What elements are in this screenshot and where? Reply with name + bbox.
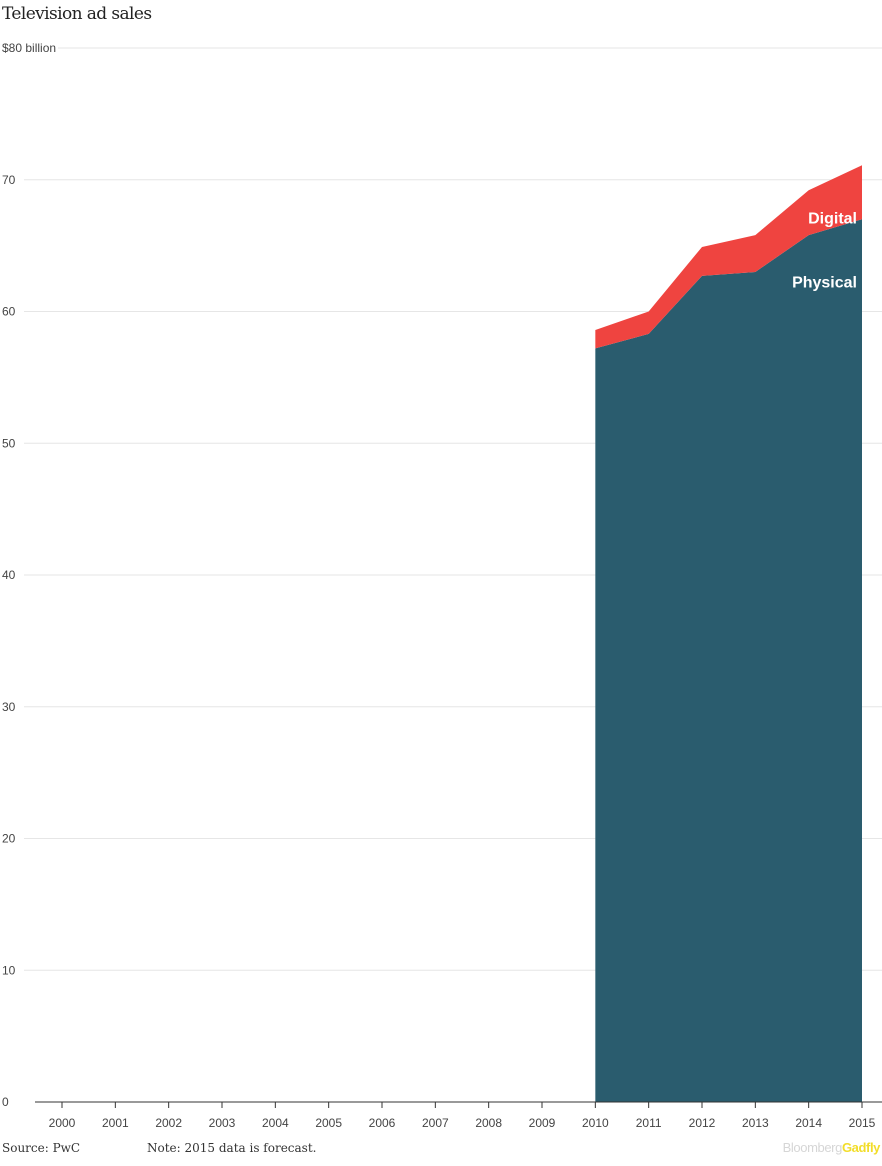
y-tick-label-bg bbox=[0, 1093, 24, 1106]
forecast-note: Note: 2015 data is forecast. bbox=[147, 1141, 317, 1155]
y-tick-label: 70 bbox=[2, 173, 16, 187]
y-tick-label-bg bbox=[0, 566, 24, 579]
y-tick-label-bg bbox=[0, 39, 58, 52]
y-tick-label: 50 bbox=[2, 436, 16, 450]
source-note: Source: PwC bbox=[2, 1141, 81, 1155]
y-tick-label-bg bbox=[0, 434, 24, 448]
series-label-physical: Physical bbox=[792, 274, 857, 291]
brand-bloomberg: Bloomberg bbox=[782, 1140, 843, 1155]
plot-areas bbox=[595, 165, 862, 1102]
x-tick-label: 2014 bbox=[795, 1116, 822, 1130]
x-tick-label: 2004 bbox=[262, 1116, 289, 1130]
x-tick-label: 2012 bbox=[689, 1116, 716, 1130]
y-tick-label: 0 bbox=[2, 1095, 9, 1109]
brand-gadfly: Gadfly bbox=[841, 1140, 880, 1155]
y-tick-label-bg bbox=[0, 829, 24, 843]
tick-labels: 0 10 20 30 40 50 60 70 $80 billion 2000 2001 2002 20… bbox=[0, 39, 876, 1130]
y-tick-label-bg bbox=[0, 961, 24, 975]
x-tick-label: 2010 bbox=[582, 1116, 609, 1130]
y-tick-label: 40 bbox=[2, 568, 16, 582]
x-tick-label: 2006 bbox=[369, 1116, 396, 1130]
series-label-digital: Digital bbox=[808, 211, 857, 228]
y-tick-label-bg bbox=[0, 697, 24, 711]
chart-title: Television ad sales bbox=[2, 4, 152, 24]
brand-logo: BloombergGadfly bbox=[782, 1140, 881, 1155]
series-area-physical bbox=[595, 219, 862, 1102]
y-tick-label: 30 bbox=[2, 700, 16, 714]
y-tick-label: $80 billion bbox=[2, 41, 56, 55]
x-tick-label: 2000 bbox=[49, 1116, 76, 1130]
series-area-digital bbox=[595, 165, 862, 349]
x-tick-label: 2013 bbox=[742, 1116, 769, 1130]
y-tick-label-bg bbox=[0, 302, 24, 316]
x-tick-label: 2002 bbox=[155, 1116, 182, 1130]
x-tick-label: 2003 bbox=[209, 1116, 236, 1130]
x-tick-label: 2001 bbox=[102, 1116, 129, 1130]
y-tick-label: 20 bbox=[2, 832, 16, 846]
x-tick-label: 2007 bbox=[422, 1116, 449, 1130]
x-tick-label: 2005 bbox=[315, 1116, 342, 1130]
x-tick-label: 2008 bbox=[475, 1116, 502, 1130]
y-tick-label-bg bbox=[0, 170, 24, 184]
series-labels: Physical Digital bbox=[792, 211, 857, 292]
x-tick-label: 2015 bbox=[849, 1116, 876, 1130]
y-tick-label: 10 bbox=[2, 963, 16, 977]
y-tick-label: 60 bbox=[2, 305, 16, 319]
x-tick-label: 2011 bbox=[636, 1116, 662, 1130]
x-tick-label: 2009 bbox=[529, 1116, 556, 1130]
x-axis bbox=[35, 1101, 882, 1108]
